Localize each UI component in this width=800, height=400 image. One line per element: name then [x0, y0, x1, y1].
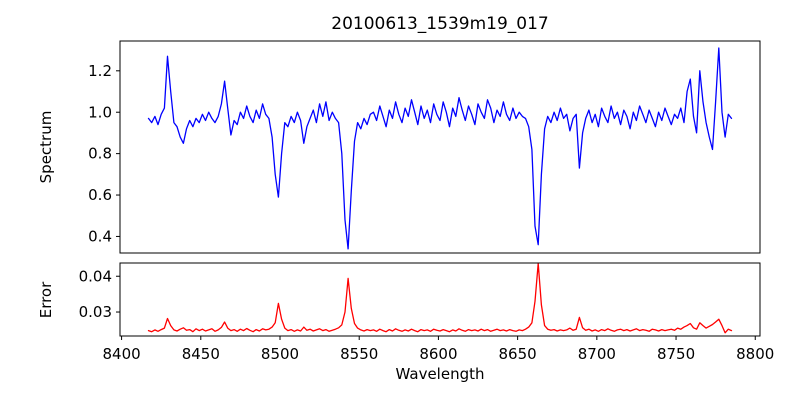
y-tick-label: 1.2: [88, 62, 112, 80]
x-tick-label: 8650: [499, 345, 537, 363]
spectrum-line: [147, 47, 733, 250]
x-axis-label: Wavelength: [395, 365, 485, 383]
x-tick-label: 8800: [736, 345, 774, 363]
x-tick-label: 8500: [261, 345, 299, 363]
x-tick-label: 8700: [578, 345, 616, 363]
y-tick-label: 1.0: [88, 103, 112, 121]
x-tick-label: 8450: [182, 345, 220, 363]
error-y-axis-label: Error: [37, 281, 55, 319]
x-tick-label: 8750: [657, 345, 695, 363]
x-tick-label: 8550: [340, 345, 378, 363]
y-tick-label: 0.6: [88, 186, 112, 204]
error-axes-frame: [119, 262, 761, 337]
x-tick-label: 8400: [102, 345, 140, 363]
y-tick-label: 0.04: [79, 267, 112, 285]
y-tick-label: 0.03: [79, 303, 112, 321]
spectrum-axes-frame: [119, 40, 761, 254]
error-line: [147, 262, 733, 334]
x-tick-label: 8600: [419, 345, 457, 363]
spectrum-y-axis-label: Spectrum: [37, 110, 55, 184]
chart-title: 20100613_1539m19_017: [331, 14, 549, 34]
y-tick-label: 0.8: [88, 145, 112, 163]
y-tick-label: 0.4: [88, 228, 112, 246]
